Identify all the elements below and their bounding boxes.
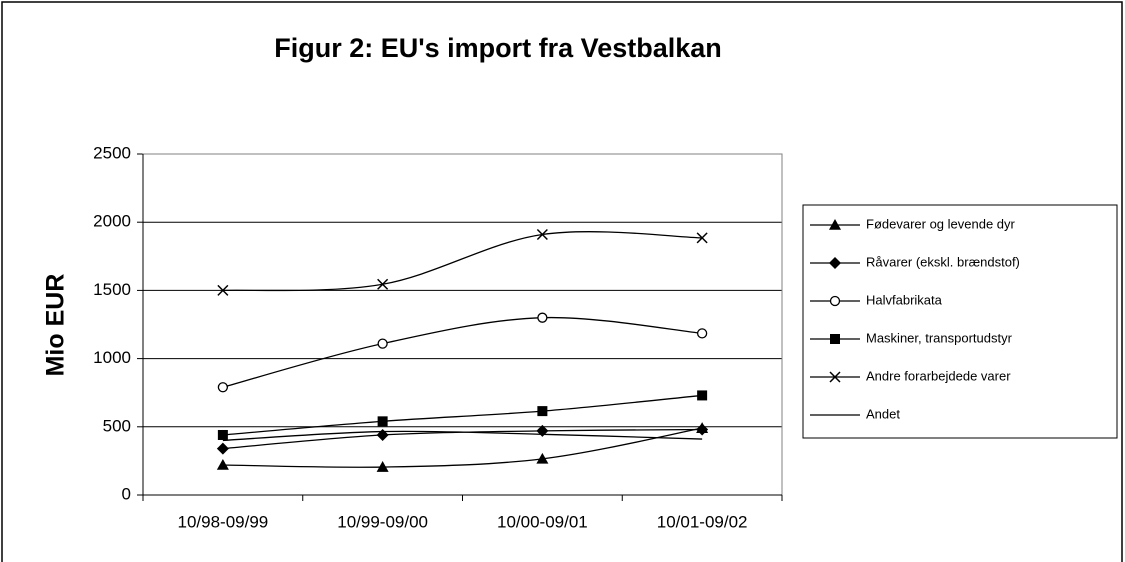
plot-area bbox=[142, 153, 783, 496]
data-point bbox=[217, 382, 229, 393]
data-point bbox=[217, 284, 229, 296]
data-point bbox=[217, 429, 228, 440]
legend-marker bbox=[830, 334, 840, 344]
data-point bbox=[696, 423, 709, 436]
data-point bbox=[216, 458, 229, 470]
x-tick-label: 10/98-09/99 bbox=[178, 512, 269, 531]
x-tick-label: 10/01-09/02 bbox=[657, 512, 748, 531]
legend-label: Halvfabrikata bbox=[866, 292, 943, 307]
series-line bbox=[222, 427, 703, 468]
legend-label: Fødevarer og levende dyr bbox=[866, 216, 1016, 231]
legend-label: Andre forarbejdede varer bbox=[866, 368, 1011, 383]
series-line bbox=[222, 430, 703, 442]
data-point bbox=[376, 461, 389, 472]
y-tick-label: 0 bbox=[122, 484, 131, 503]
legend-marker bbox=[829, 295, 841, 307]
y-axis-label: Mio EUR bbox=[42, 274, 70, 377]
legend-marker bbox=[829, 219, 841, 230]
data-point bbox=[537, 406, 548, 417]
data-point bbox=[536, 452, 549, 464]
data-point bbox=[377, 416, 388, 427]
legend-label: Råvarer (ekskl. brændstof) bbox=[866, 254, 1020, 269]
data-point bbox=[377, 338, 388, 349]
data-point bbox=[216, 442, 229, 455]
legend-marker bbox=[829, 257, 841, 269]
data-point bbox=[537, 312, 548, 323]
chart-title: Figur 2: EU's import fra Vestbalkan bbox=[274, 33, 722, 63]
y-tick-label: 1000 bbox=[93, 348, 131, 367]
legend-label: Maskiner, transportudstyr bbox=[866, 330, 1013, 345]
data-point bbox=[697, 390, 708, 401]
series-line bbox=[222, 316, 703, 388]
y-tick-label: 500 bbox=[103, 416, 131, 435]
x-tick-label: 10/00-09/01 bbox=[497, 512, 588, 531]
data-point bbox=[376, 428, 389, 441]
data-point bbox=[536, 228, 548, 241]
legend bbox=[802, 204, 1118, 439]
x-tick-label: 10/99-09/00 bbox=[337, 512, 428, 531]
y-tick-label: 1500 bbox=[93, 280, 131, 299]
y-tick-label: 2000 bbox=[93, 212, 131, 231]
legend-label: Andet bbox=[866, 406, 900, 421]
data-point bbox=[696, 328, 708, 339]
legend-marker bbox=[829, 371, 841, 383]
data-point bbox=[377, 278, 389, 290]
series-line bbox=[222, 394, 703, 436]
y-tick-label: 2500 bbox=[93, 143, 131, 162]
data-point bbox=[696, 232, 708, 244]
series-line bbox=[222, 231, 703, 292]
